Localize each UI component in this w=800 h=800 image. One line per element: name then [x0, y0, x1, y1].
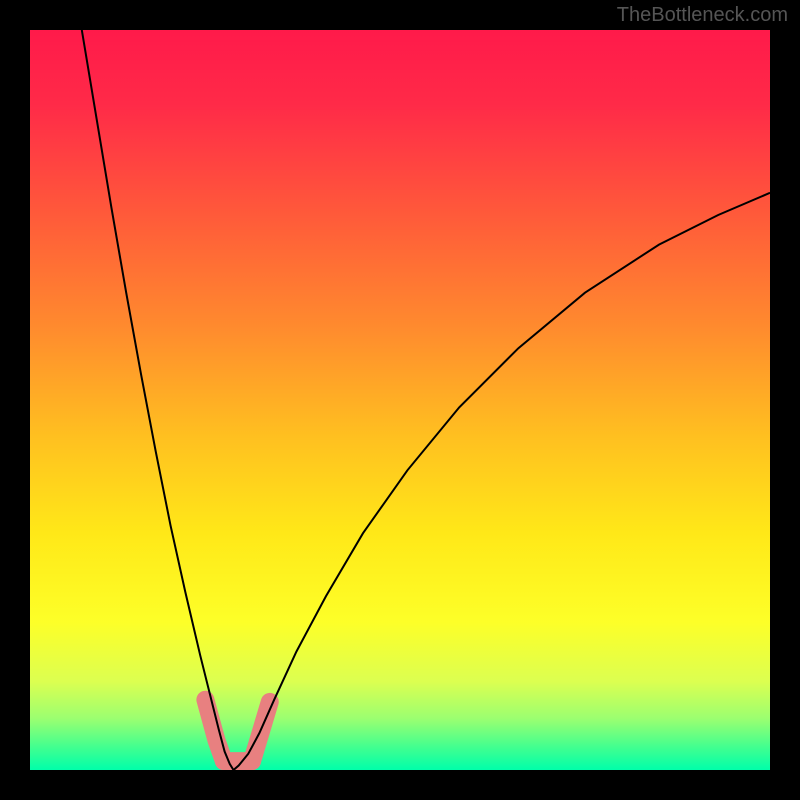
bottleneck-chart — [30, 30, 770, 770]
curve-right-branch — [234, 193, 771, 770]
chart-curves — [30, 30, 770, 770]
curve-left-branch — [82, 30, 234, 770]
watermark-text: TheBottleneck.com — [617, 4, 788, 27]
